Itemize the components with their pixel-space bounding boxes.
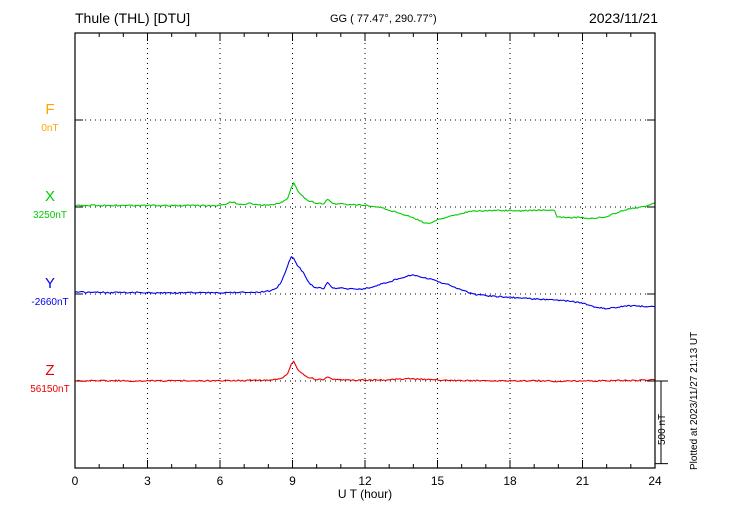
x-tick-label-3: 3 xyxy=(144,474,151,488)
x-tick-label-15: 15 xyxy=(430,474,445,488)
series-baseline-value-Z: 56150nT xyxy=(30,384,70,395)
trace-X xyxy=(74,182,656,224)
series-letter-X: X xyxy=(44,188,55,205)
plot-frame xyxy=(74,32,656,469)
x-tick-label-6: 6 xyxy=(216,474,224,488)
x-tick-label-12: 12 xyxy=(358,474,372,488)
scale-bar-label: 500 nT xyxy=(657,413,668,445)
station-title: Thule (THL) [DTU] xyxy=(75,10,191,26)
x-axis-title: U T (hour) xyxy=(337,487,393,501)
x-tick-label-0: 0 xyxy=(71,474,79,488)
x-tick-label-21: 21 xyxy=(575,474,590,488)
series-baseline-value-F: 0nT xyxy=(41,123,59,134)
series-letter-Z: Z xyxy=(45,362,55,379)
date-label: 2023/11/21 xyxy=(588,10,658,26)
series-letter-F: F xyxy=(45,101,55,118)
geographic-coords-label: GG ( 77.47°, 290.77°) xyxy=(330,13,437,25)
x-tick-label-18: 18 xyxy=(503,474,517,488)
series-letter-Y: Y xyxy=(44,275,55,292)
trace-Y xyxy=(74,256,656,310)
trace-Z xyxy=(74,360,656,383)
x-tick-label-9: 9 xyxy=(289,474,296,488)
plotted-at-label: Plotted at 2023/11/27 21:13 UT xyxy=(689,331,700,470)
series-baseline-value-Y: -2660nT xyxy=(31,297,69,308)
x-tick-label-24: 24 xyxy=(648,474,662,488)
series-baseline-value-X: 3250nT xyxy=(33,210,67,221)
